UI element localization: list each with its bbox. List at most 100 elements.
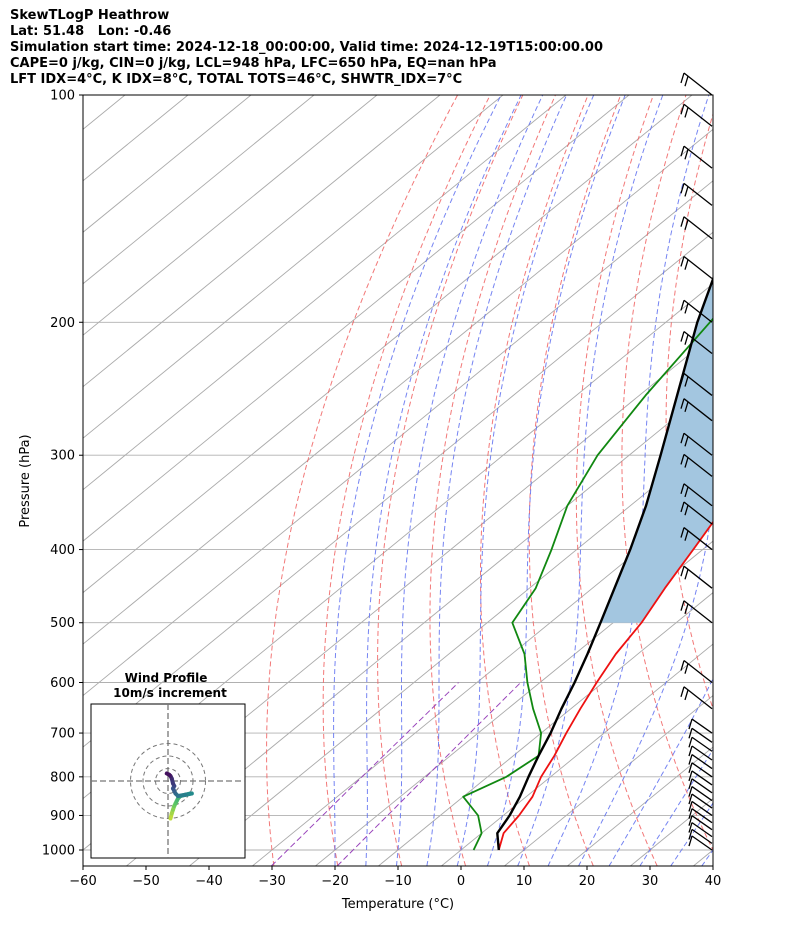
isotherm-line (315, 540, 713, 866)
barb-staff (691, 808, 713, 824)
barb-staff (691, 786, 713, 802)
barb-flag (680, 600, 685, 611)
chart-title: SkewTLogP Heathrow (10, 8, 170, 23)
dry-adiabat-line (322, 95, 491, 866)
wind-barb (688, 754, 713, 770)
x-tick-label: 20 (579, 874, 596, 889)
barb-flag (684, 219, 689, 231)
barb-flag (684, 603, 689, 615)
mixing-ratio-line (336, 682, 522, 866)
barb-flag (684, 401, 689, 413)
mixing-ratio-line (270, 682, 459, 866)
hodograph-inset: Wind Profile 10m/s increment (90, 671, 246, 859)
barb-staff (691, 754, 713, 770)
barb-staff (691, 800, 713, 816)
x-tick-label: −60 (69, 874, 96, 889)
barb-staff (691, 815, 713, 831)
dry-adiabat-line (266, 95, 459, 866)
barb-flag (684, 259, 689, 270)
isotherm-line (83, 95, 504, 439)
barb-flag (684, 107, 689, 118)
isotherm-line (83, 180, 713, 697)
wind-barb (688, 778, 713, 794)
barb-staff (683, 372, 713, 396)
isotherm-line (504, 694, 713, 866)
moist-adiabat-line (395, 95, 544, 866)
wind-barb (688, 808, 713, 824)
wind-barb (680, 453, 713, 477)
barb-flag (680, 300, 685, 311)
barb-flag (688, 728, 693, 739)
dry-adiabat-line (575, 95, 658, 866)
chart-header: SkewTLogP Heathrow Lat: 51.48 Lon: -0.46… (10, 8, 790, 88)
wind-barb (688, 762, 713, 778)
y-axis-label: Pressure (hPa) (18, 434, 33, 527)
location-line: Lat: 51.48 Lon: -0.46 (10, 24, 172, 39)
barb-staff (691, 745, 713, 761)
barb-flag (688, 718, 693, 730)
moist-adiabat-line (486, 95, 626, 866)
barb-flag (680, 686, 685, 697)
isotherm-line (83, 95, 693, 594)
wind-barb (680, 501, 713, 525)
dry-adiabat-line (750, 95, 794, 866)
stability-indices-line: CAPE=0 j/kg, CIN=0 j/kg, LCL=948 hPa, LF… (10, 56, 497, 71)
barb-staff (683, 182, 713, 206)
x-tick-label: −20 (321, 874, 348, 889)
wind-barb (680, 600, 713, 624)
barb-flag (680, 565, 685, 577)
wind-barb (680, 331, 713, 355)
barb-staff (683, 453, 713, 477)
isotherm-line (83, 95, 630, 542)
barb-flag (680, 501, 685, 513)
x-axis-label: Temperature (°C) (341, 897, 454, 912)
sounding-profiles (462, 275, 713, 851)
isotherm-line (252, 489, 713, 866)
isotherm-line (756, 95, 794, 866)
stability-indices-line-2: LFT IDX=4°C, K IDX=8°C, TOTAL TOTS=46°C,… (10, 72, 463, 87)
barb-flag (680, 104, 685, 115)
hodograph-trace-segment (164, 771, 172, 777)
wind-barb (680, 72, 713, 96)
barb-flag (680, 331, 685, 342)
barb-flag (680, 527, 685, 538)
barb-staff (691, 828, 713, 844)
barb-flag (680, 145, 685, 157)
barb-staff (683, 501, 713, 525)
barb-flag (688, 822, 693, 833)
barb-flag (688, 801, 693, 812)
y-tick-label: 300 (50, 449, 75, 464)
wind-barb (680, 182, 713, 206)
barb-staff (683, 331, 713, 355)
barb-flag (684, 530, 689, 541)
barb-staff (683, 659, 713, 684)
barb-staff (683, 565, 713, 589)
moist-adiabat-line (547, 95, 710, 866)
x-tick-label: −40 (195, 874, 222, 889)
barb-staff (683, 145, 713, 169)
isotherm-line (126, 386, 713, 866)
background-lines (83, 95, 794, 866)
y-tick-label: 500 (50, 616, 75, 631)
barb-flag (688, 793, 693, 805)
wind-barb (688, 800, 713, 816)
barb-staff (691, 727, 713, 743)
wind-barb (680, 103, 713, 127)
barb-staff (683, 483, 713, 507)
barb-flag (688, 745, 693, 757)
wind-barb (680, 686, 713, 710)
barb-flag (680, 454, 685, 465)
barb-staff (691, 793, 713, 809)
y-tick-label: 100 (50, 89, 75, 104)
dry-adiabat-line (528, 95, 622, 866)
y-tick-label: 700 (50, 727, 75, 742)
barb-flag (680, 398, 685, 409)
isotherm-line (83, 95, 315, 285)
cape-area (600, 279, 713, 623)
dry-adiabat-line (708, 294, 713, 481)
wind-barb (680, 483, 713, 507)
wind-barb (688, 770, 713, 786)
barb-flag (684, 663, 689, 674)
barb-flag (684, 457, 689, 468)
x-tick-label: 10 (516, 874, 533, 889)
